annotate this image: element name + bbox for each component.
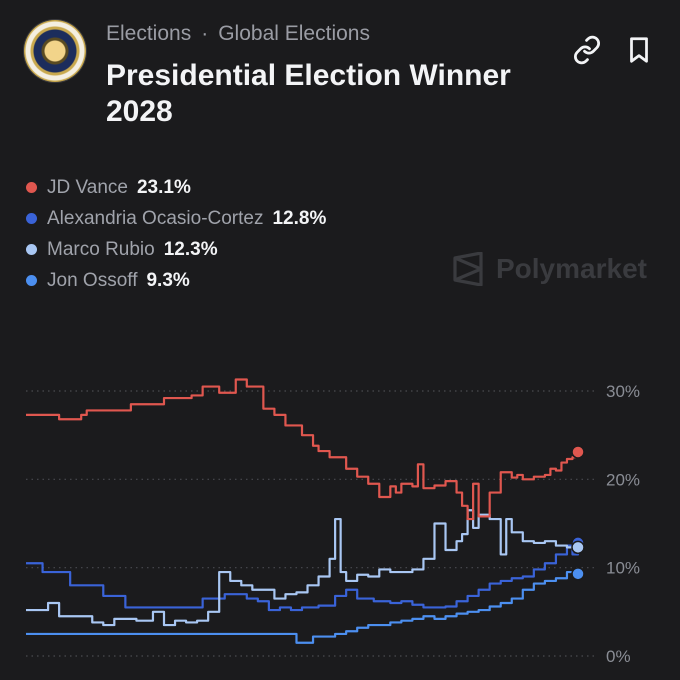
legend-item-rubio: Marco Rubio 12.3% (26, 234, 326, 265)
series-line-2 (26, 509, 578, 627)
legend-name: Marco Rubio (47, 238, 155, 260)
breadcrumb: Elections · Global Elections (106, 22, 370, 46)
legend-name: Alexandria Ocasio-Cortez (47, 207, 264, 229)
series-line-3 (26, 570, 580, 644)
chart-legend: JD Vance 23.1% Alexandria Ocasio-Cortez … (26, 172, 326, 296)
legend-value: 12.8% (272, 207, 327, 229)
bookmark-icon (630, 37, 648, 63)
endpoint-markers (571, 445, 585, 581)
polymarket-logo-icon (453, 252, 483, 286)
y-tick-label: 30% (606, 382, 640, 401)
legend-item-aoc: Alexandria Ocasio-Cortez 12.8% (26, 203, 326, 234)
presidential-seal-icon (24, 20, 86, 82)
watermark-text: Polymarket (496, 253, 647, 284)
y-tick-label: 0% (606, 647, 631, 666)
legend-value: 9.3% (146, 269, 190, 291)
series-line-0 (26, 378, 580, 521)
page-title: Presidential Election Winner 2028 (106, 59, 511, 128)
legend-dot-ossoff (26, 275, 37, 286)
legend-dot-rubio (26, 244, 37, 255)
series-line-1 (26, 542, 580, 612)
endpoint-dot-2 (571, 540, 585, 555)
legend-dot-aoc (26, 213, 37, 224)
legend-item-vance: JD Vance 23.1% (26, 172, 326, 203)
breadcrumb-global-elections[interactable]: Global Elections (218, 22, 370, 45)
polymarket-watermark: Polymarket (452, 252, 647, 286)
breadcrumb-elections[interactable]: Elections (106, 22, 192, 45)
breadcrumb-separator: · (201, 22, 209, 45)
legend-item-ossoff: Jon Ossoff 9.3% (26, 265, 326, 296)
endpoint-dot-3 (571, 567, 585, 581)
price-history-chart: 30% 20% 10% 0% (26, 378, 640, 666)
endpoint-dot-0 (571, 445, 585, 459)
legend-name: JD Vance (47, 176, 128, 198)
legend-value: 23.1% (136, 176, 191, 198)
link-icon (574, 35, 600, 65)
copy-link-button[interactable] (572, 35, 602, 65)
series-layer (26, 378, 580, 644)
legend-name: Jon Ossoff (47, 269, 138, 291)
y-tick-label: 20% (606, 470, 640, 489)
legend-dot-vance (26, 182, 37, 193)
grid-layer: 30% 20% 10% 0% (26, 382, 640, 666)
y-tick-label: 10% (606, 559, 640, 578)
legend-value: 12.3% (163, 238, 218, 260)
bookmark-button[interactable] (624, 35, 654, 65)
